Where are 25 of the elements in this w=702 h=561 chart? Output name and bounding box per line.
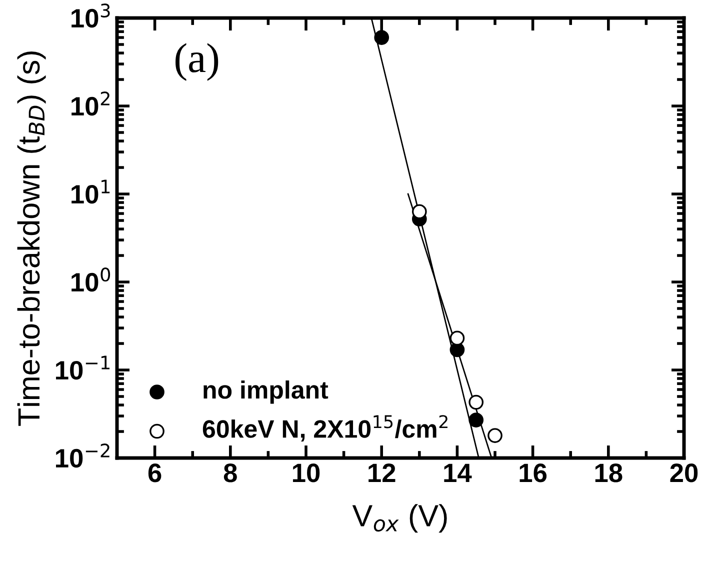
- x-tick-label: 6: [148, 464, 162, 482]
- y-tick-label: 10$^{2}$: [72, 92, 110, 116]
- point: [468, 412, 484, 428]
- annotation: (a): [176, 43, 218, 81]
- point: [412, 204, 427, 220]
- y-tick-label: 10$^{−2}$: [56, 444, 110, 468]
- x-tick-label: 10: [292, 464, 320, 482]
- x-tick-label: 14: [444, 464, 472, 482]
- legend-label: no implant: [204, 380, 328, 404]
- y-tick-label: 10$^{1}$: [72, 180, 110, 204]
- point: [488, 428, 502, 443]
- y-tick-label: 10$^{3}$: [72, 4, 110, 28]
- legend-label: 60keV N, 2X10$^{15}$/cm$^{2}$: [202, 415, 448, 442]
- point: [374, 30, 390, 45]
- x-tick-label: 20: [670, 464, 698, 482]
- x-tick-label: 18: [595, 464, 622, 482]
- x-tick-label: 12: [368, 464, 396, 482]
- x-tick-label: 8: [224, 464, 237, 482]
- y-tick-label: 10$^{−1}$: [56, 356, 110, 380]
- x-axis-title: V$_{ox}$ (V): [352, 504, 447, 533]
- y-axis-title: Time-to-breakdown (t$_{BD}$) (s): [17, 51, 46, 426]
- x-tick-label: 16: [520, 464, 547, 482]
- y-tick-label: 10$^{0}$: [72, 268, 110, 292]
- point: [468, 394, 484, 410]
- point: [450, 330, 465, 346]
